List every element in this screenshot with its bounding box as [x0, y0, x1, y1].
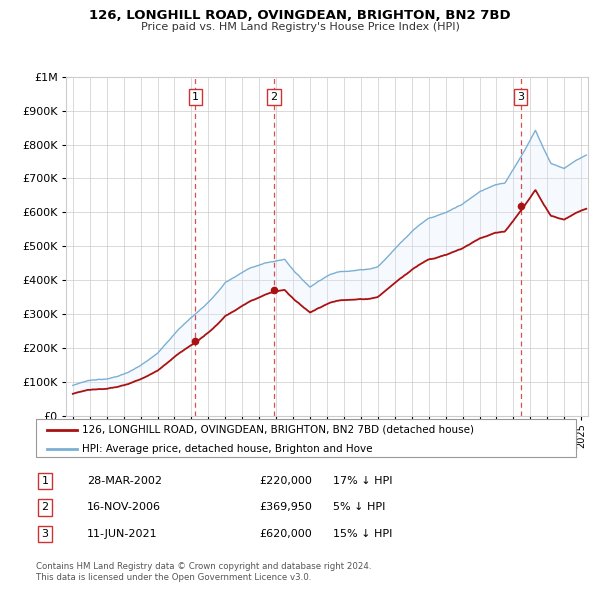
- Text: 1: 1: [192, 92, 199, 102]
- Text: £369,950: £369,950: [259, 503, 312, 512]
- Text: 3: 3: [517, 92, 524, 102]
- Text: 3: 3: [41, 529, 49, 539]
- Text: £220,000: £220,000: [259, 476, 312, 486]
- Text: 1: 1: [41, 476, 49, 486]
- Text: 2: 2: [41, 503, 49, 512]
- Text: 17% ↓ HPI: 17% ↓ HPI: [333, 476, 392, 486]
- Text: 28-MAR-2002: 28-MAR-2002: [87, 476, 162, 486]
- Text: 5% ↓ HPI: 5% ↓ HPI: [333, 503, 385, 512]
- Text: 2: 2: [271, 92, 278, 102]
- Text: Contains HM Land Registry data © Crown copyright and database right 2024.
This d: Contains HM Land Registry data © Crown c…: [36, 562, 371, 582]
- Text: Price paid vs. HM Land Registry's House Price Index (HPI): Price paid vs. HM Land Registry's House …: [140, 22, 460, 32]
- Text: 15% ↓ HPI: 15% ↓ HPI: [333, 529, 392, 539]
- Text: 16-NOV-2006: 16-NOV-2006: [87, 503, 161, 512]
- Text: £620,000: £620,000: [259, 529, 312, 539]
- Text: 11-JUN-2021: 11-JUN-2021: [87, 529, 158, 539]
- Text: 126, LONGHILL ROAD, OVINGDEAN, BRIGHTON, BN2 7BD: 126, LONGHILL ROAD, OVINGDEAN, BRIGHTON,…: [89, 9, 511, 22]
- FancyBboxPatch shape: [36, 419, 576, 457]
- Text: HPI: Average price, detached house, Brighton and Hove: HPI: Average price, detached house, Brig…: [82, 444, 373, 454]
- Text: 126, LONGHILL ROAD, OVINGDEAN, BRIGHTON, BN2 7BD (detached house): 126, LONGHILL ROAD, OVINGDEAN, BRIGHTON,…: [82, 425, 474, 435]
